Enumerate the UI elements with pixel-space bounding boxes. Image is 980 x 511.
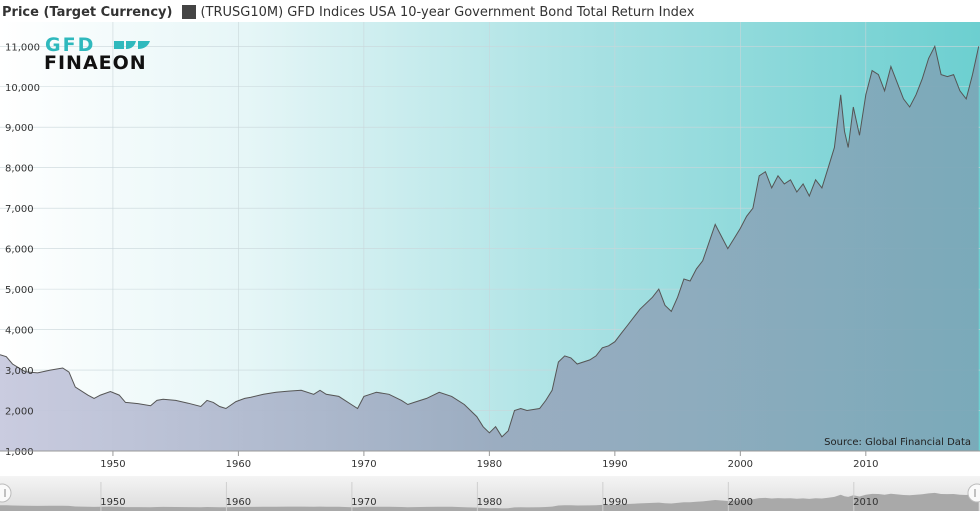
x-tick-label: 2010 — [853, 459, 878, 470]
series-line — [0, 44, 980, 438]
y-tick-label: 5,000 — [5, 285, 34, 296]
x-tick-label: 1980 — [477, 459, 502, 470]
y-tick-label: 11,000 — [5, 42, 40, 53]
navigator-tick-label: 1970 — [351, 497, 376, 508]
navigator-tick-label: 1950 — [100, 497, 125, 508]
gfd-finaeon-logo: GFD FINAEON — [44, 34, 150, 74]
y-tick-label: 3,000 — [5, 366, 34, 377]
y-tick-label: 6,000 — [5, 245, 34, 256]
y-tick-label: 9,000 — [5, 123, 34, 134]
y-tick-label: 10,000 — [5, 83, 40, 94]
y-tick-label: 4,000 — [5, 326, 34, 337]
y-axis: 1,000 2,000 3,000 4,000 5,000 6,000 7,000 8,000… — [5, 42, 40, 458]
range-navigator[interactable]: 1950 1960 1970 1980 1990 2000 2010 — [0, 476, 980, 511]
y-tick-label: 7,000 — [5, 204, 34, 215]
y-tick-label: 2,000 — [5, 407, 34, 418]
navigator-tick-label: 2010 — [853, 497, 878, 508]
y-tick-label: 1,000 — [5, 447, 34, 458]
navigator-series — [0, 492, 979, 511]
navigator-tick-label: 1960 — [226, 497, 251, 508]
y-tick-label: 8,000 — [5, 164, 34, 175]
chart-header: Price (Target Currency) (TRUSG10M) GFD I… — [2, 3, 694, 21]
x-tick-label: 1990 — [602, 459, 627, 470]
series-area — [0, 46, 979, 452]
series-label: (TRUSG10M) GFD Indices USA 10-year Gover… — [200, 4, 695, 20]
price-title: Price (Target Currency) — [2, 4, 173, 20]
leaf-icon — [114, 41, 150, 49]
x-tick-label: 1950 — [100, 459, 125, 470]
logo-text-finaeon: FINAEON — [44, 52, 147, 74]
series-swatch — [182, 5, 197, 19]
navigator-tick-label: 1990 — [602, 497, 627, 508]
x-tick-label: 2000 — [728, 459, 753, 470]
x-tick-label: 1970 — [351, 459, 376, 470]
logo-text-gfd: GFD — [45, 34, 95, 56]
source-note: Source: Global Financial Data — [824, 437, 971, 448]
navigator-tick-label: 2000 — [728, 497, 753, 508]
x-axis: 1950 1960 1970 1980 1990 2000 2010 — [100, 451, 879, 470]
navigator-ticks: 1950 1960 1970 1980 1990 2000 2010 — [100, 482, 879, 511]
navigator-tick-label: 1980 — [477, 497, 502, 508]
x-tick-label: 1960 — [226, 459, 251, 470]
navigator-right-handle[interactable] — [967, 483, 980, 503]
